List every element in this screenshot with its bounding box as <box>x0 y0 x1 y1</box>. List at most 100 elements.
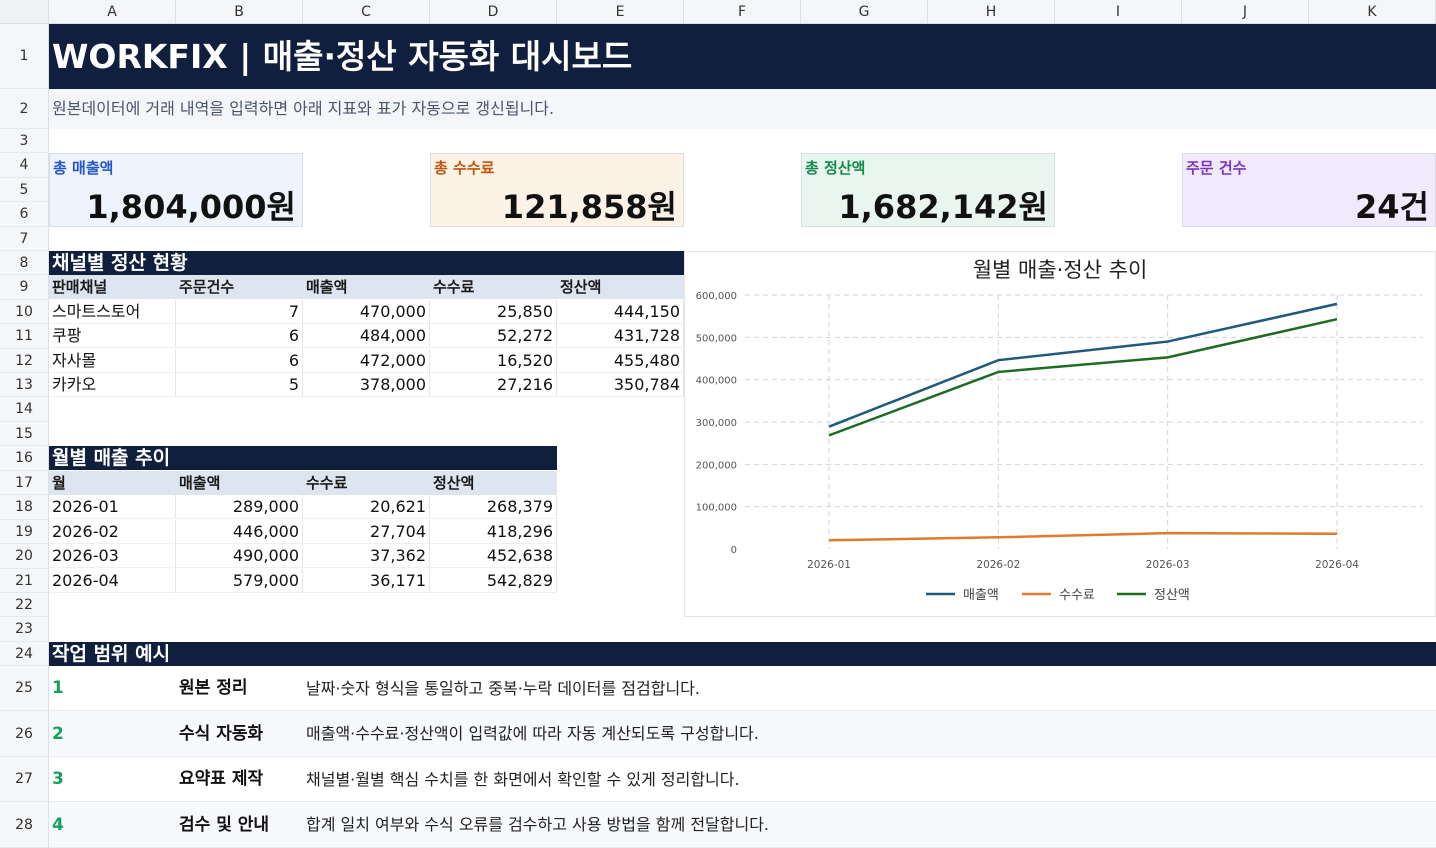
row-header-12[interactable]: 12 <box>0 349 49 373</box>
monthly-trend-chart[interactable]: 월별 매출·정산 추이 0 100,000 200,000 300,000 400,00… <box>684 251 1436 617</box>
channel-header-channel[interactable]: 판매채널 <box>49 275 176 299</box>
channel-header-orders[interactable]: 주문건수 <box>176 275 303 299</box>
channel-cell[interactable]: 444,150 <box>557 300 684 324</box>
monthly-cell[interactable]: 289,000 <box>176 495 303 519</box>
row-header-2[interactable]: 2 <box>0 89 49 129</box>
row-header-16[interactable]: 16 <box>0 446 49 471</box>
row-header-7[interactable]: 7 <box>0 227 49 251</box>
chart-series-line <box>828 531 1338 542</box>
row-header-21[interactable]: 21 <box>0 569 49 593</box>
row-header-22[interactable]: 22 <box>0 593 49 617</box>
column-header-d[interactable]: D <box>430 0 557 24</box>
monthly-header-settlement[interactable]: 정산액 <box>430 471 557 495</box>
select-all-corner[interactable] <box>0 0 49 24</box>
channel-cell[interactable]: 27,216 <box>430 373 557 397</box>
monthly-cell[interactable]: 446,000 <box>176 520 303 544</box>
row-header-5[interactable]: 5 <box>0 178 49 202</box>
channel-cell[interactable]: 472,000 <box>303 349 430 373</box>
row-header-14[interactable]: 14 <box>0 397 49 422</box>
channel-cell[interactable]: 자사몰 <box>49 349 176 373</box>
channel-cell[interactable]: 25,850 <box>430 300 557 324</box>
row-header-26[interactable]: 26 <box>0 711 49 757</box>
channel-cell[interactable]: 스마트스토어 <box>49 300 176 324</box>
channel-cell[interactable]: 쿠팡 <box>49 324 176 348</box>
channel-header-settlement[interactable]: 정산액 <box>557 275 684 299</box>
monthly-cell[interactable]: 542,829 <box>430 569 557 593</box>
scope-step-row[interactable]: 1 원본 정리 날짜·숫자 형식을 통일하고 중복·누락 데이터를 점검합니다. <box>49 666 1436 711</box>
step-number: 2 <box>52 724 64 744</box>
monthly-cell[interactable]: 490,000 <box>176 544 303 568</box>
row-header-17[interactable]: 17 <box>0 471 49 495</box>
column-header-b[interactable]: B <box>176 0 303 24</box>
monthly-header-month[interactable]: 월 <box>49 471 176 495</box>
row-header-15[interactable]: 15 <box>0 422 49 446</box>
monthly-header-fees[interactable]: 수수료 <box>303 471 430 495</box>
channel-cell[interactable]: 431,728 <box>557 324 684 348</box>
channel-cell[interactable]: 455,480 <box>557 349 684 373</box>
monthly-cell[interactable]: 2026-01 <box>49 495 176 519</box>
scope-step-row[interactable]: 4 검수 및 안내 합계 일치 여부와 수식 오류를 검수하고 사용 방법을 함… <box>49 802 1436 848</box>
chart-svg: 월별 매출·정산 추이 0 100,000 200,000 300,000 400,00… <box>696 258 1423 603</box>
row-header-10[interactable]: 10 <box>0 300 49 324</box>
channel-header-fees[interactable]: 수수료 <box>430 275 557 299</box>
monthly-cell[interactable]: 27,704 <box>303 520 430 544</box>
channel-cell[interactable]: 470,000 <box>303 300 430 324</box>
channel-cell[interactable]: 카카오 <box>49 373 176 397</box>
monthly-cell[interactable]: 268,379 <box>430 495 557 519</box>
channel-cell[interactable]: 350,784 <box>557 373 684 397</box>
row-header-6[interactable]: 6 <box>0 202 49 227</box>
monthly-cell[interactable]: 2026-02 <box>49 520 176 544</box>
channel-cell[interactable]: 5 <box>176 373 303 397</box>
kpi-card-total-settlement[interactable]: 총 정산액 1,682,142원 <box>801 153 1055 227</box>
chart-y-tick-label: 200,000 <box>696 460 737 471</box>
row-header-11[interactable]: 11 <box>0 324 49 349</box>
channel-cell[interactable]: 6 <box>176 349 303 373</box>
column-header-a[interactable]: A <box>49 0 176 24</box>
monthly-cell[interactable]: 2026-03 <box>49 544 176 568</box>
row-header-23[interactable]: 23 <box>0 617 49 642</box>
monthly-cell[interactable]: 2026-04 <box>49 569 176 593</box>
channel-cell[interactable]: 52,272 <box>430 324 557 348</box>
column-header-e[interactable]: E <box>557 0 684 24</box>
monthly-cell[interactable]: 36,171 <box>303 569 430 593</box>
row-header-25[interactable]: 25 <box>0 666 49 711</box>
kpi-card-total-fees[interactable]: 총 수수료 121,858원 <box>430 153 684 227</box>
channel-cell[interactable]: 7 <box>176 300 303 324</box>
row-header-28[interactable]: 28 <box>0 802 49 848</box>
kpi-card-total-sales[interactable]: 총 매출액 1,804,000원 <box>49 153 303 227</box>
row-header-8[interactable]: 8 <box>0 251 49 275</box>
scope-step-row[interactable]: 2 수식 자동화 매출액·수수료·정산액이 입력값에 따라 자동 계산되도록 구… <box>49 711 1436 757</box>
monthly-cell[interactable]: 37,362 <box>303 544 430 568</box>
channel-cell[interactable]: 6 <box>176 324 303 348</box>
kpi-card-order-count[interactable]: 주문 건수 24건 <box>1182 153 1436 227</box>
monthly-cell[interactable]: 418,296 <box>430 520 557 544</box>
channel-header-sales[interactable]: 매출액 <box>303 275 430 299</box>
monthly-header-sales[interactable]: 매출액 <box>176 471 303 495</box>
channel-cell[interactable]: 16,520 <box>430 349 557 373</box>
kpi-value: 24건 <box>1355 188 1429 226</box>
column-header-i[interactable]: I <box>1055 0 1182 24</box>
scope-step-row[interactable]: 3 요약표 제작 채널별·월별 핵심 수치를 한 화면에서 확인할 수 있게 정… <box>49 757 1436 802</box>
column-header-j[interactable]: J <box>1182 0 1309 24</box>
row-header-20[interactable]: 20 <box>0 544 49 569</box>
channel-cell[interactable]: 484,000 <box>303 324 430 348</box>
row-header-1[interactable]: 1 <box>0 24 49 89</box>
monthly-cell[interactable]: 452,638 <box>430 544 557 568</box>
row-header-4[interactable]: 4 <box>0 153 49 178</box>
chart-legend[interactable]: 매출액 수수료 정산액 <box>926 588 1190 603</box>
monthly-cell[interactable]: 579,000 <box>176 569 303 593</box>
row-header-19[interactable]: 19 <box>0 520 49 544</box>
column-header-k[interactable]: K <box>1309 0 1436 24</box>
row-header-24[interactable]: 24 <box>0 642 49 666</box>
monthly-cell[interactable]: 20,621 <box>303 495 430 519</box>
column-header-g[interactable]: G <box>801 0 928 24</box>
column-header-h[interactable]: H <box>928 0 1055 24</box>
row-header-3[interactable]: 3 <box>0 129 49 153</box>
column-header-f[interactable]: F <box>684 0 801 24</box>
row-header-9[interactable]: 9 <box>0 275 49 300</box>
channel-cell[interactable]: 378,000 <box>303 373 430 397</box>
row-header-27[interactable]: 27 <box>0 757 49 802</box>
row-header-18[interactable]: 18 <box>0 495 49 520</box>
column-header-c[interactable]: C <box>303 0 430 24</box>
row-header-13[interactable]: 13 <box>0 373 49 397</box>
